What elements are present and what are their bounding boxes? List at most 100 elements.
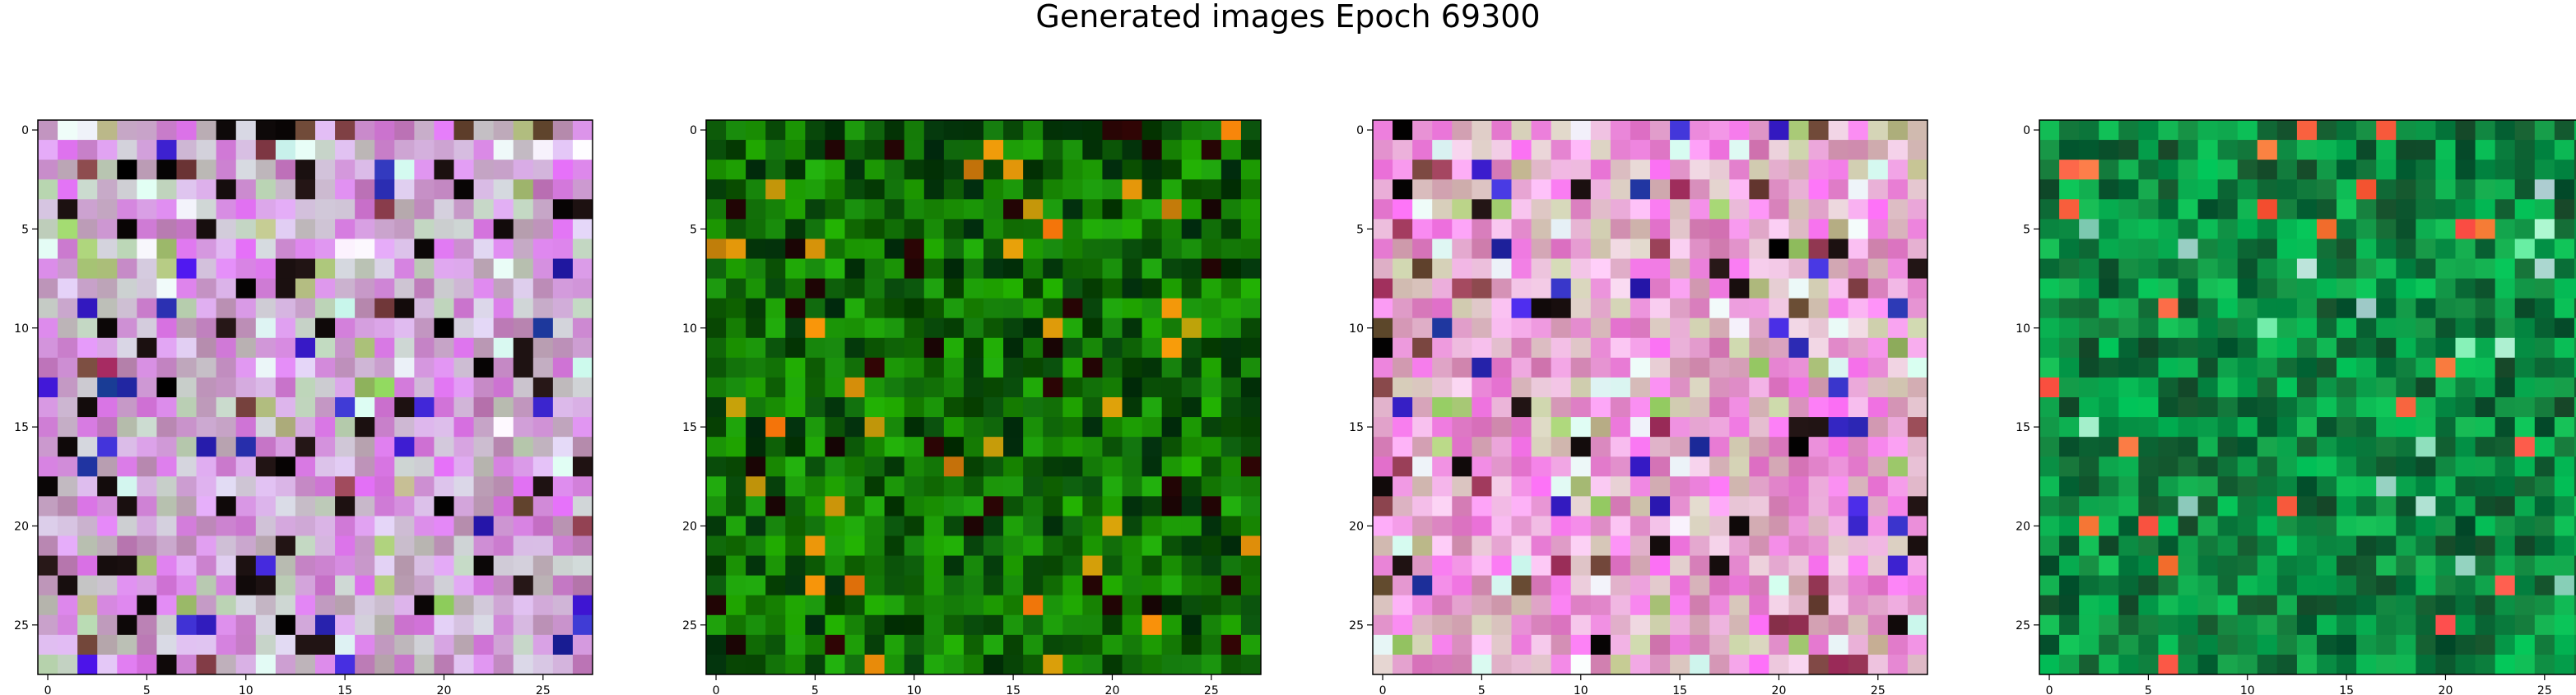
pixel-cell [335,634,356,656]
pixel-cell [1102,654,1123,675]
pixel-cell [1650,417,1671,438]
pixel-cell [2296,337,2318,359]
pixel-cell [2416,219,2436,239]
pixel-cell [1848,160,1869,180]
pixel-cell [1867,417,1889,438]
pixel-cell [2337,437,2357,457]
pixel-cell [1769,317,1789,339]
pixel-cell [1709,555,1730,577]
pixel-cell [2376,595,2397,616]
pixel-cell [2237,140,2258,160]
pixel-cell [2039,278,2060,299]
pixel-cell [374,278,395,299]
pixel-cell [414,397,435,418]
pixel-cell [1511,337,1532,359]
pixel-cell [38,654,58,675]
pixel-cell [2554,179,2575,200]
pixel-cell [2495,357,2516,378]
pixel-cell [2118,199,2139,220]
pixel-cell [2158,417,2178,438]
pixel-cell [963,575,984,596]
pixel-cell [785,337,806,359]
pixel-cell [513,140,534,160]
pixel-cell [2356,575,2377,596]
pixel-cell [1082,258,1103,280]
pixel-cell [1788,437,1810,457]
x-tick-label: 15 [2339,684,2354,695]
pixel-cell [394,476,415,497]
pixel-cell [1709,120,1730,141]
pixel-cell [2337,397,2357,418]
pixel-cell [726,120,746,141]
pixel-cell [2396,120,2416,141]
pixel-cell [2276,140,2298,160]
pixel-cell [1511,120,1532,141]
pixel-cell [1690,377,1710,398]
pixel-cell [1432,614,1453,636]
y-tick-label: 15 [14,421,29,434]
pixel-cell [785,634,806,656]
pixel-cell [2257,179,2278,200]
pixel-cell [2337,614,2357,636]
pixel-cell [1062,357,1083,378]
pixel-cell [2376,397,2397,418]
pixel-cell [156,239,177,259]
pixel-cell [923,417,945,438]
pixel-cell [2337,634,2357,656]
pixel-cell [315,298,336,319]
pixel-cell [726,160,746,180]
pixel-cell [1161,595,1183,616]
pixel-cell [394,595,415,616]
pixel-cell [38,179,58,200]
pixel-cell [864,258,886,280]
pixel-cell [884,179,905,200]
pixel-cell [2039,298,2060,319]
pixel-cell [2276,634,2298,656]
pixel-cell [572,298,593,319]
pixel-cell [1412,516,1433,536]
pixel-cell [1867,179,1889,200]
pixel-cell [1590,317,1611,339]
pixel-cell [726,516,746,536]
pixel-cell [335,555,356,577]
pixel-cell [255,614,277,636]
pixel-cell [1122,219,1143,239]
pixel-cell [2138,555,2159,577]
pixel-cell [2455,516,2476,536]
pixel-cell [726,634,746,656]
pixel-cell [2158,317,2178,339]
pixel-cell [235,555,257,577]
pixel-cell [1221,496,1242,517]
pixel-cell [1670,614,1690,636]
pixel-cell [1102,179,1123,200]
pixel-cell [2197,120,2219,141]
pixel-cell [2554,199,2575,220]
pixel-cell [746,456,766,477]
pixel-cell [1769,417,1789,438]
pixel-cell [1808,160,1830,180]
pixel-cell [1848,239,1869,259]
pixel-cell [2376,337,2397,359]
pixel-cell [1432,357,1453,378]
pixel-cell [2197,437,2219,457]
pixel-cell [196,555,217,577]
pixel-cell [394,239,415,259]
pixel-cell [2317,160,2337,180]
pixel-cell [58,575,78,596]
pixel-cell [726,397,746,418]
pixel-cell [2376,140,2397,160]
pixel-cell [156,397,177,418]
pixel-cell [97,595,118,616]
pixel-cell [552,160,574,180]
pixel-cell [765,634,786,656]
pixel-cell [2099,199,2119,220]
pixel-cell [2455,654,2476,675]
pixel-cell [394,575,415,596]
y-tick-label: 10 [1349,322,1364,336]
pixel-cell [1848,417,1869,438]
pixel-cell [1023,219,1044,239]
pixel-cell [176,357,198,378]
pixel-cell [1023,535,1044,557]
pixel-cell [706,456,727,477]
pixel-cell [1472,278,1492,299]
